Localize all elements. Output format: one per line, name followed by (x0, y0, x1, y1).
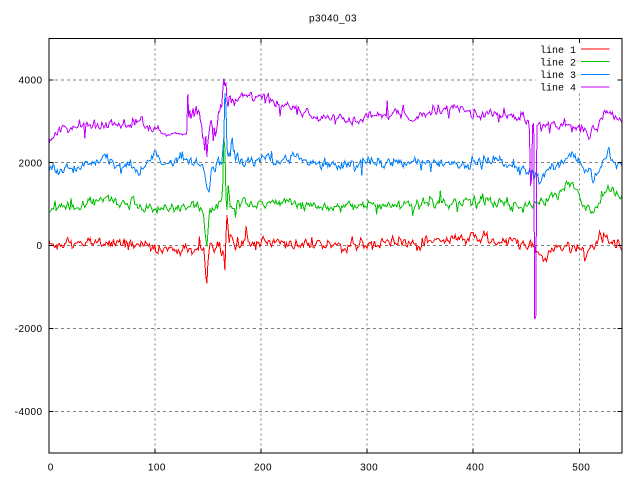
svg-text:100: 100 (148, 463, 166, 474)
svg-text:0: 0 (36, 241, 42, 252)
svg-text:line 3: line 3 (540, 70, 576, 82)
svg-text:2000: 2000 (18, 158, 42, 169)
svg-text:line 1: line 1 (540, 45, 576, 57)
svg-text:300: 300 (360, 463, 378, 474)
svg-text:400: 400 (466, 463, 484, 474)
svg-text:4000: 4000 (18, 75, 42, 86)
svg-text:0: 0 (48, 463, 54, 474)
svg-text:500: 500 (572, 463, 590, 474)
svg-text:p3040_03: p3040_03 (309, 14, 357, 25)
svg-text:200: 200 (254, 463, 272, 474)
svg-text:-4000: -4000 (15, 407, 43, 418)
svg-text:-2000: -2000 (15, 324, 43, 335)
svg-text:line 4: line 4 (540, 83, 576, 95)
svg-text:line 2: line 2 (540, 57, 576, 69)
